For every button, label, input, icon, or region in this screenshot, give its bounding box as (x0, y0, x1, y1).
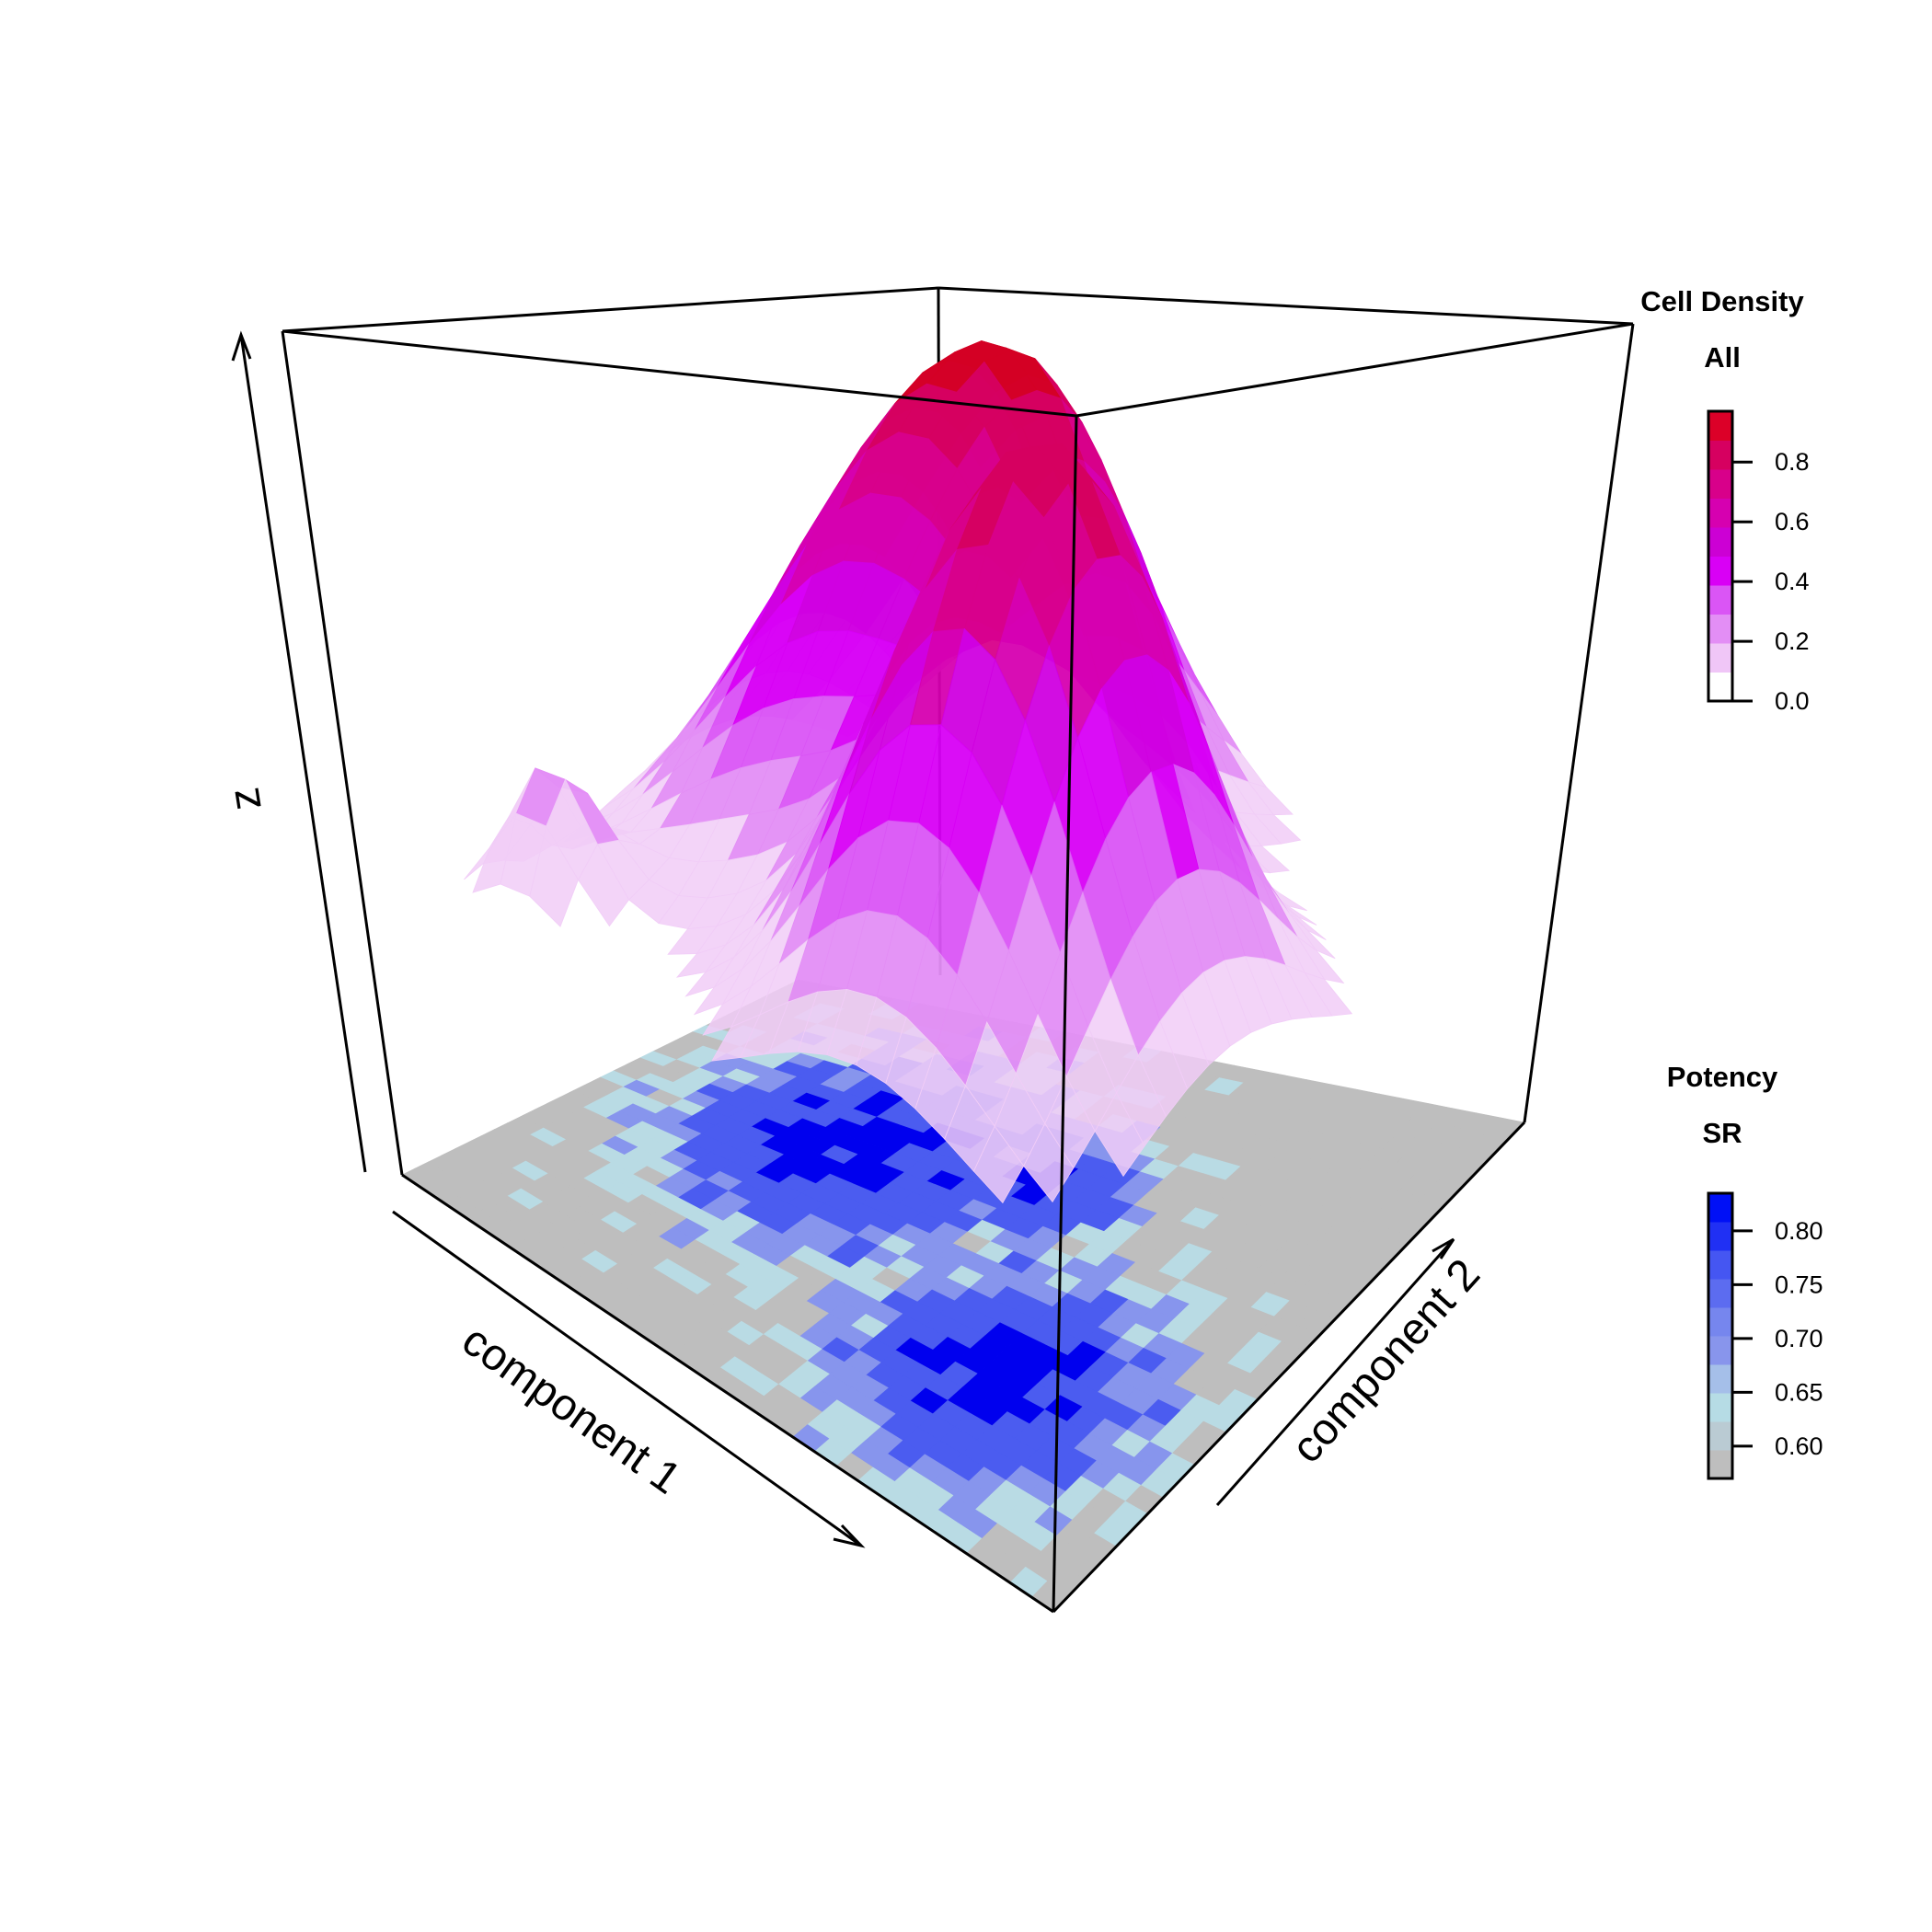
potency-floor (401, 979, 1525, 1613)
legend-potency-colorbar (1707, 1191, 1734, 1480)
surface-facet (1094, 1091, 1145, 1178)
box-edge-front (1052, 1121, 1526, 1614)
colorbar-tick-label: 0.6 (1775, 508, 1810, 535)
box-edge-back (1523, 323, 1635, 1123)
colorbar-tick-label: 0.65 (1775, 1378, 1823, 1406)
colorbar-tick-label: 0.60 (1775, 1432, 1823, 1460)
legend-cell-density-subtitle: All (1704, 341, 1741, 374)
colorbar-segment (1708, 556, 1732, 586)
colorbar-frame (1707, 409, 1734, 703)
y-axis-arrowhead (1432, 1237, 1455, 1259)
legend-potency: Potency SR 0.80 0.75 0.70 0.65 0.60 (1667, 1061, 1823, 1480)
surface-facet (578, 843, 630, 927)
box-edge-back (937, 286, 1634, 326)
colorbar-segment (1708, 1421, 1732, 1451)
colorbar-segment (1708, 1279, 1732, 1308)
colorbar-tick-label: 0.2 (1775, 627, 1810, 655)
density-surface (464, 340, 1353, 1204)
colorbar-segment (1708, 672, 1732, 702)
colorbar-segment (1708, 527, 1732, 557)
legend-potency-ticks: 0.80 0.75 0.70 0.65 0.60 (1732, 1217, 1823, 1460)
legend-cell-density-ticks: 0.8 0.6 0.4 0.2 0.0 (1732, 448, 1810, 715)
colorbar-segment (1708, 1364, 1732, 1394)
legend-cell-density: Cell Density All 0.8 0.6 0.4 0.2 0.0 (1640, 285, 1809, 715)
colorbar-tick-label: 0.4 (1775, 568, 1810, 595)
box-edge-back (282, 286, 939, 333)
box-edge-front (282, 329, 1077, 418)
legend-potency-title: Potency (1667, 1061, 1778, 1093)
legend-cell-density-colorbar (1707, 409, 1734, 703)
box-edge-front (401, 1173, 1054, 1614)
colorbar-tick-label: 0.80 (1775, 1217, 1823, 1245)
colorbar-segment (1708, 469, 1732, 499)
colorbar-segment (1708, 1307, 1732, 1337)
colorbar-segment (1708, 1450, 1732, 1479)
colorbar-segment (1708, 1222, 1732, 1251)
colorbar-tick-label: 0.0 (1775, 687, 1810, 715)
box-edge-front (1052, 415, 1078, 1613)
colorbar-segment (1708, 1336, 1732, 1365)
legend-cell-density-title: Cell Density (1640, 285, 1804, 317)
colorbar-tick-label: 0.75 (1775, 1271, 1823, 1298)
z-axis-arrowhead (231, 330, 252, 362)
colorbar-segment (1708, 1393, 1732, 1422)
colorbar-tick-label: 0.70 (1775, 1325, 1823, 1352)
box-edge-back (281, 330, 404, 1176)
box-edge-front (1075, 322, 1634, 418)
legend-potency-subtitle: SR (1702, 1117, 1742, 1149)
x-axis-arrowhead (833, 1524, 866, 1548)
z-axis-arrow-line (239, 334, 367, 1173)
colorbar-segment (1708, 498, 1732, 528)
colorbar-segment (1708, 614, 1732, 644)
surface-facet (972, 1125, 1025, 1204)
colorbar-segment (1708, 643, 1732, 673)
x-axis-arrow-line (392, 1210, 862, 1547)
colorbar-segment (1708, 1250, 1732, 1280)
surface-facet (529, 824, 579, 927)
y-axis-arrow-line (1215, 1238, 1455, 1506)
colorbar-segment (1708, 1193, 1732, 1223)
z-axis-label: z (220, 784, 271, 813)
colorbar-segment (1708, 440, 1732, 470)
box-front-edges (282, 322, 1634, 1614)
colorbar-segment (1708, 411, 1732, 441)
colorbar-frame (1707, 1191, 1734, 1480)
colorbar-tick-label: 0.8 (1775, 448, 1810, 476)
colorbar-segment (1708, 585, 1732, 615)
